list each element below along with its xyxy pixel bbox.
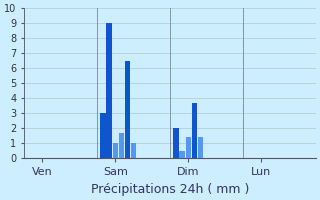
X-axis label: Précipitations 24h ( mm ): Précipitations 24h ( mm )	[91, 183, 249, 196]
Bar	[107, 23, 112, 158]
Bar	[173, 128, 179, 158]
Bar	[186, 137, 191, 158]
Bar	[192, 103, 197, 158]
Bar	[131, 143, 136, 158]
Bar	[119, 133, 124, 158]
Bar	[100, 113, 106, 158]
Bar	[180, 151, 185, 158]
Bar	[125, 61, 130, 158]
Bar	[198, 137, 203, 158]
Bar	[113, 143, 118, 158]
